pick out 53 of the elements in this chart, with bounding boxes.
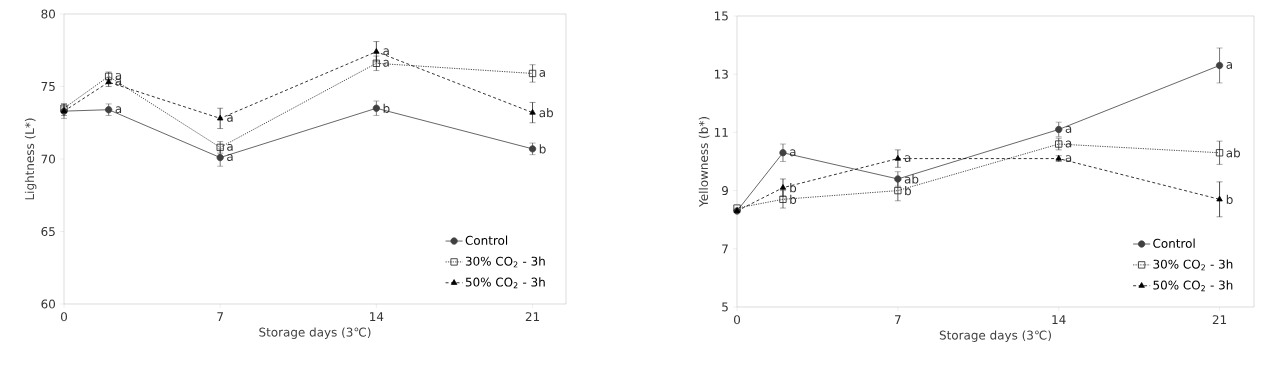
x-axis-title: Storage days (3℃) bbox=[939, 330, 1051, 342]
y-tick-label: 7 bbox=[722, 244, 728, 254]
annotation: a bbox=[227, 143, 233, 151]
x-tick-label: 14 bbox=[1052, 315, 1066, 324]
annotation: b bbox=[1226, 194, 1233, 204]
x-tick-label: 7 bbox=[217, 312, 223, 321]
annotation: a bbox=[904, 155, 911, 163]
annotation: b bbox=[790, 183, 797, 193]
y-tick-label: 80 bbox=[41, 9, 56, 19]
legend-label: 30% CO$_{2}$ - 3h bbox=[465, 256, 545, 268]
annotation: a bbox=[227, 154, 233, 161]
x-tick-label: 0 bbox=[60, 312, 68, 322]
y-tick-label: 15 bbox=[714, 11, 728, 21]
annotation: a bbox=[115, 72, 122, 80]
legend-label: Control bbox=[465, 235, 508, 245]
annotation: ab bbox=[904, 174, 919, 184]
annotation: ab bbox=[1226, 148, 1241, 158]
annotation: a bbox=[539, 70, 545, 77]
legend-label: Control bbox=[1153, 238, 1195, 248]
annotation: a bbox=[1065, 126, 1072, 133]
y-tick-label: 75 bbox=[41, 82, 55, 91]
y-tick-label: 60 bbox=[41, 299, 56, 309]
x-tick-label: 14 bbox=[370, 312, 384, 321]
annotation: a bbox=[789, 149, 796, 157]
x-tick-label: 7 bbox=[895, 315, 901, 324]
x-axis-title: Storage days (3℃) bbox=[259, 327, 371, 339]
legend-label: 50% CO$_{2}$ - 3h bbox=[465, 277, 545, 289]
legend-label: 50% CO$_{2}$ - 3h bbox=[1153, 280, 1233, 292]
y-tick-label: 11 bbox=[714, 128, 728, 137]
x-tick-label: 21 bbox=[1212, 315, 1227, 325]
y-axis-title: Lightness (L*) bbox=[24, 118, 37, 200]
y-tick-label: 9 bbox=[721, 186, 728, 196]
annotation: a bbox=[115, 106, 122, 114]
y-axis-title: Yellowness (b*) bbox=[698, 117, 710, 207]
annotation: a bbox=[1065, 155, 1072, 163]
annotation: a bbox=[383, 59, 389, 67]
annotation: ab bbox=[539, 107, 554, 118]
x-tick-label: 21 bbox=[525, 312, 540, 322]
legend-label: 30% CO$_{2}$ - 3h bbox=[1153, 259, 1233, 271]
y-tick-label: 5 bbox=[722, 302, 728, 312]
annotation: b bbox=[790, 194, 797, 204]
annotation: b bbox=[383, 103, 390, 113]
x-tick-label: 0 bbox=[733, 315, 741, 325]
annotation: a bbox=[1065, 140, 1072, 148]
annotation: a bbox=[383, 48, 389, 56]
annotation: a bbox=[227, 114, 233, 122]
y-tick-label: 13 bbox=[714, 69, 728, 79]
annotation: a bbox=[115, 78, 122, 86]
annotation: a bbox=[1226, 62, 1232, 69]
annotation: b bbox=[539, 144, 546, 154]
y-tick-label: 65 bbox=[41, 226, 55, 237]
annotation: b bbox=[905, 185, 911, 196]
y-tick-label: 70 bbox=[41, 154, 56, 164]
